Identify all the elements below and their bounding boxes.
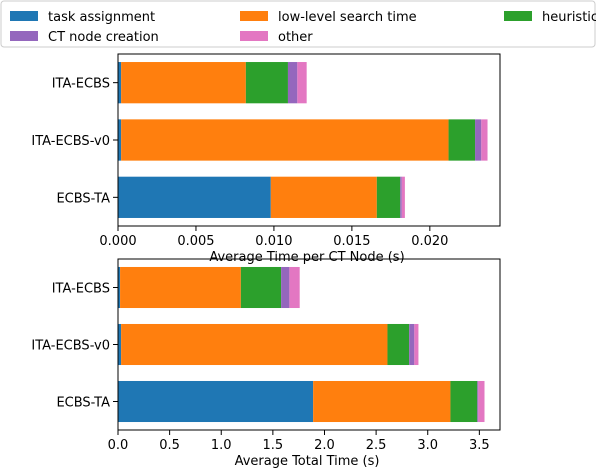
legend-label-low-level-search-time: low-level search time <box>278 10 417 25</box>
total-bar-ita-ecbs-other <box>289 266 300 309</box>
total-bar-ita-ecbs-heuristic-calculation-for-ct-nodes <box>240 266 282 309</box>
legend-label-other: other <box>278 30 313 45</box>
legend-frame <box>0 0 596 48</box>
total-xtick-label: 2.5 <box>366 438 387 453</box>
legend-swatch-low-level-search-time <box>240 11 268 21</box>
chart-avg-total-time: ITA-ECBS ITA-ECBS-v0 ECBS-TA 0.0 0.5 1.0 1.5 2.… <box>31 258 501 469</box>
total-ytick-label: ITA-ECBS <box>52 282 110 297</box>
per-node-bar-ecbs-ta-low-level-search-time <box>270 176 377 218</box>
legend-swatch-heuristic-calculation-for-ct-nodes <box>504 11 532 21</box>
total-bar-ecbs-ta-heuristic-calculation-for-ct-nodes <box>450 380 478 423</box>
total-bar-ita-ecbs-v0-low-level-search-time <box>121 323 388 366</box>
total-xtick-label: 2.0 <box>314 438 335 453</box>
per-node-xtick-label: 0.000 <box>99 234 136 249</box>
per-node-bar-ecbs-ta-task-assignment <box>118 176 271 218</box>
legend: task assignment low-level search time heur… <box>0 0 596 48</box>
total-xtick-label: 1.5 <box>263 438 284 453</box>
per-node-bar-ecbs-ta-heuristic-calculation-for-ct-nodes <box>376 176 401 218</box>
total-ytick-label: ECBS-TA <box>56 396 110 411</box>
per-node-ytick-label: ECBS-TA <box>56 191 110 206</box>
total-xtick-label: 0.5 <box>159 438 180 453</box>
total-bar-ecbs-ta-other <box>478 380 485 423</box>
per-node-bar-ita-ecbs-task-assignment <box>118 62 122 104</box>
legend-label-ct-node-creation: CT node creation <box>48 30 159 45</box>
per-node-axes-frame <box>117 53 501 227</box>
per-node-ytick-label: ITA-ECBS <box>52 77 110 92</box>
per-node-bar-ita-ecbs-v0-task-assignment <box>118 119 122 161</box>
total-xaxis-label: Average Total Time (s) <box>235 454 380 469</box>
per-node-bar-ita-ecbs-other <box>297 62 307 104</box>
total-bar-ita-ecbs-task-assignment <box>118 266 121 309</box>
per-node-xtick-label: 0.020 <box>411 234 448 249</box>
per-node-bar-ecbs-ta-ct-node-creation <box>400 176 402 218</box>
total-bar-ita-ecbs-ct-node-creation <box>281 266 290 309</box>
chart-avg-time-per-ct-node: ITA-ECBS ITA-ECBS-v0 ECBS-TA 0.000 0.005 0.01… <box>31 53 501 265</box>
total-xtick-label: 0.0 <box>108 438 129 453</box>
per-node-bar-ita-ecbs-ct-node-creation <box>287 62 298 104</box>
per-node-bar-ita-ecbs-v0-heuristic-calculation-for-ct-nodes <box>448 119 476 161</box>
total-ytick-label: ITA-ECBS-v0 <box>31 339 110 354</box>
total-xtick-label: 3.0 <box>417 438 438 453</box>
total-xtick-label: 1.0 <box>211 438 232 453</box>
total-axes-frame <box>117 258 501 431</box>
legend-label-heuristic-calculation-for-ct-nodes: heuristic calculation for CT nodes <box>542 10 596 25</box>
per-node-bar-ecbs-ta-other <box>401 176 405 218</box>
legend-label-task-assignment: task assignment <box>48 10 155 25</box>
legend-swatch-other <box>240 31 268 41</box>
total-xtick-label: 3.5 <box>469 438 490 453</box>
per-node-bar-ita-ecbs-v0-low-level-search-time <box>121 119 449 161</box>
per-node-xtick-label: 0.010 <box>255 234 292 249</box>
total-bar-ecbs-ta-task-assignment <box>118 380 314 423</box>
per-node-xaxis-label: Average Time per CT Node (s) <box>209 250 404 265</box>
total-bar-ecbs-ta-low-level-search-time <box>313 380 451 423</box>
total-bar-ita-ecbs-v0-task-assignment <box>118 323 122 366</box>
per-node-ytick-label: ITA-ECBS-v0 <box>31 134 110 149</box>
per-node-xtick-label: 0.005 <box>177 234 214 249</box>
legend-swatch-ct-node-creation <box>10 31 38 41</box>
per-node-bar-ita-ecbs-low-level-search-time <box>121 62 246 104</box>
total-bar-ita-ecbs-v0-ct-node-creation <box>409 323 415 366</box>
per-node-xtick-label: 0.015 <box>333 234 370 249</box>
per-node-bar-ita-ecbs-v0-other <box>481 119 488 161</box>
legend-swatch-task-assignment <box>10 11 38 21</box>
total-bar-ita-ecbs-low-level-search-time <box>120 266 241 309</box>
total-bar-ita-ecbs-v0-heuristic-calculation-for-ct-nodes <box>387 323 410 366</box>
per-node-bar-ita-ecbs-heuristic-calculation-for-ct-nodes <box>245 62 288 104</box>
total-bar-ecbs-ta-ct-node-creation <box>477 380 479 423</box>
total-bar-ita-ecbs-v0-other <box>414 323 419 366</box>
per-node-bar-ita-ecbs-v0-ct-node-creation <box>475 119 482 161</box>
